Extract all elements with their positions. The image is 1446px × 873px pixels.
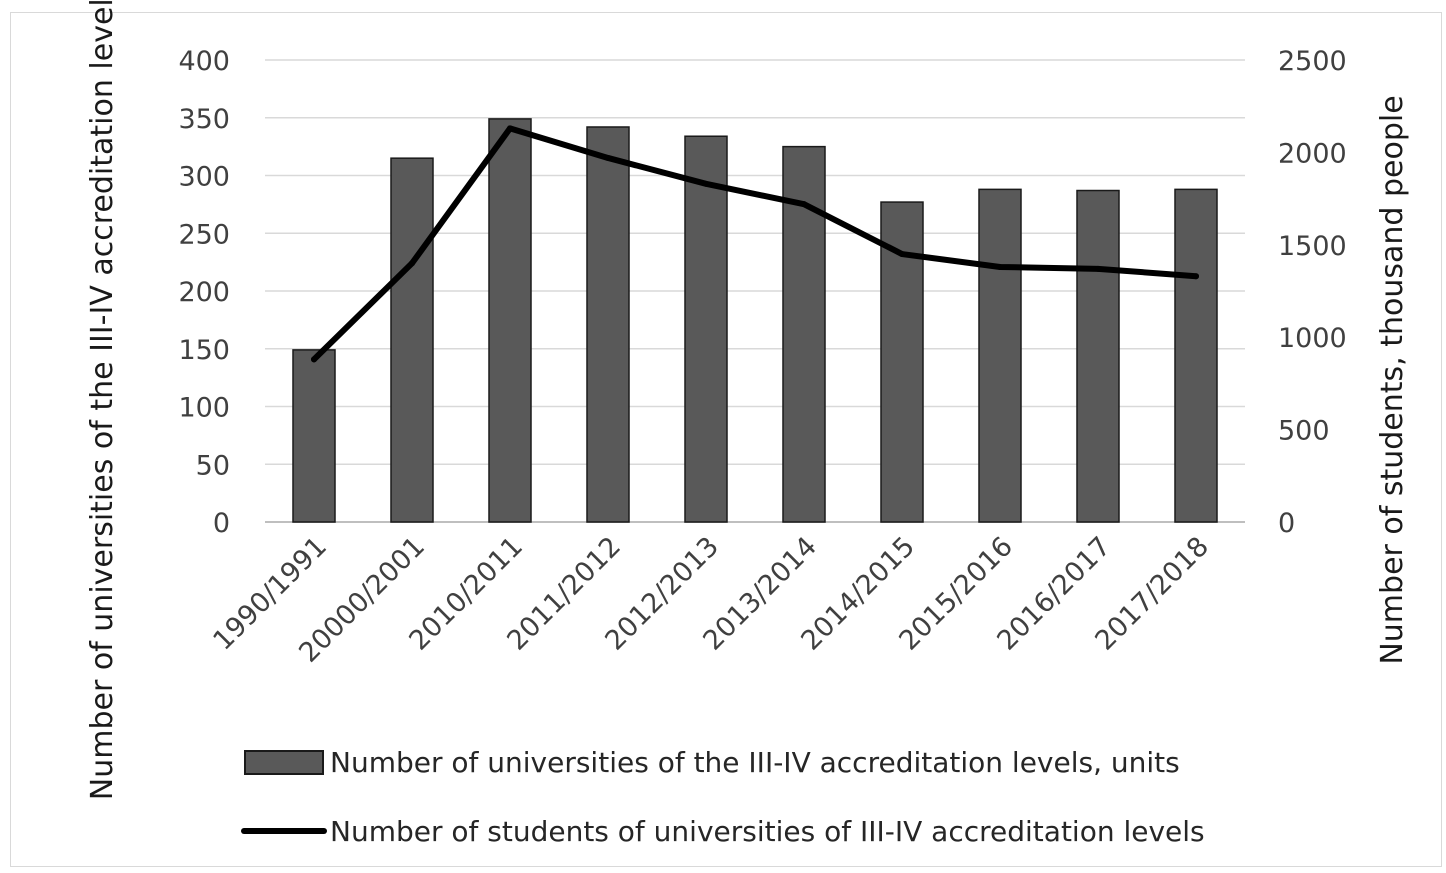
legend-bar-label: Number of universities of the III-IV acc…: [330, 746, 1180, 779]
left-tick-label: 100: [178, 393, 230, 424]
left-axis-ticks: 0 50 100 150 200 250 300 350 400: [178, 46, 230, 539]
left-tick-label: 350: [178, 104, 230, 135]
bar: [978, 188, 1022, 523]
right-axis-ticks: 0 500 1000 1500 2000 2500: [1278, 46, 1347, 539]
line-point: [507, 125, 513, 132]
right-tick-label: 1000: [1278, 323, 1347, 354]
right-tick-label: 2500: [1278, 46, 1347, 77]
left-tick-label: 250: [178, 219, 230, 250]
bar: [488, 118, 532, 523]
line-layer: [311, 125, 1199, 363]
line-point: [605, 154, 611, 161]
series-line: [311, 125, 1199, 363]
chart-frame: [10, 12, 1442, 867]
bar: [684, 135, 728, 523]
left-tick-label: 200: [178, 277, 230, 308]
legend-bar-swatch: [244, 750, 324, 775]
left-tick-label: 300: [178, 162, 230, 193]
line-point: [1193, 273, 1199, 280]
right-tick-label: 2000: [1278, 138, 1347, 169]
line-point: [997, 263, 1003, 270]
right-tick-label: 0: [1278, 508, 1295, 539]
bar: [880, 201, 924, 523]
legend: Number of universities of the III-IV acc…: [241, 746, 1205, 848]
line-point: [409, 260, 415, 267]
line-point: [311, 356, 317, 363]
right-axis-title: Number of students, thousand people: [1375, 95, 1410, 664]
left-tick-label: 0: [213, 508, 230, 539]
right-tick-label: 1500: [1278, 231, 1347, 262]
legend-line-label: Number of students of universities of II…: [330, 815, 1205, 848]
line-point: [1095, 265, 1101, 272]
category-labels: 1990/199120000/20012010/20112011/2012201…: [207, 531, 1215, 669]
left-tick-label: 50: [196, 450, 230, 481]
bar: [586, 126, 630, 523]
line-point: [801, 201, 807, 208]
left-tick-label: 150: [178, 335, 230, 366]
bar-layer: [292, 118, 1218, 523]
left-axis-title: Number of universities of the III-IV acc…: [85, 0, 120, 800]
bar: [1174, 188, 1218, 523]
line-point: [899, 251, 905, 258]
bar: [1076, 189, 1120, 523]
bar: [390, 157, 434, 523]
left-tick-label: 400: [178, 46, 230, 77]
bar: [292, 349, 336, 523]
right-tick-label: 500: [1278, 416, 1330, 447]
line-point: [703, 180, 709, 187]
